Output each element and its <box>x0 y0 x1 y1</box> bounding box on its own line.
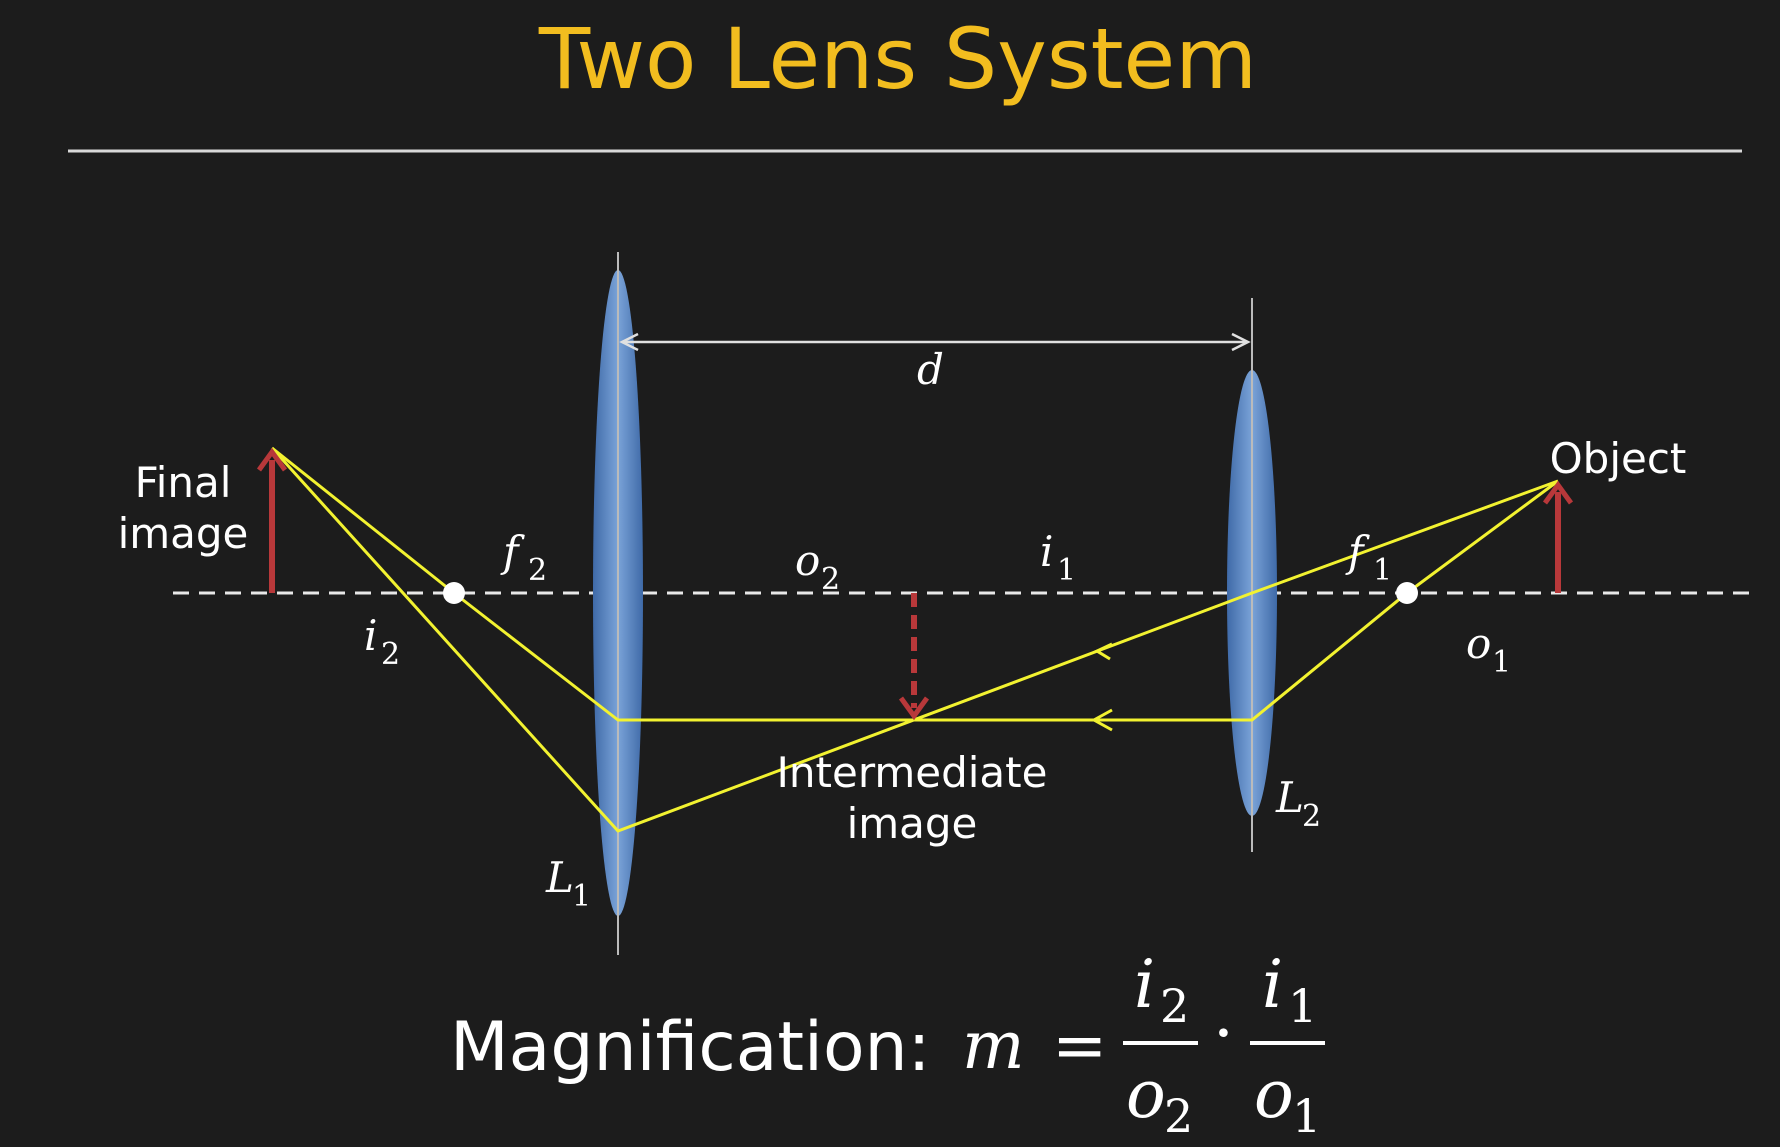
equation-dot: · <box>1213 995 1234 1072</box>
symbol-l2: L 2 <box>1275 773 1321 834</box>
ray-direction-chevron-lower <box>1090 708 1113 732</box>
symbol-f2-base: f <box>500 527 525 576</box>
symbol-o2-base: o <box>795 536 820 585</box>
object-arrow-head <box>1542 480 1574 505</box>
symbol-f2-sub: 2 <box>528 553 547 588</box>
symbol-d: d <box>917 345 944 394</box>
symbol-o2-sub: 2 <box>821 562 840 597</box>
final-image-arrow-head <box>256 447 288 472</box>
ray-direction-chevron-upper <box>1093 642 1113 661</box>
symbol-f1-sub: 1 <box>1373 553 1392 588</box>
equation-lhs: m <box>962 1007 1025 1084</box>
symbol-i1-base: i <box>1040 527 1053 576</box>
symbol-l1-base: L <box>545 853 574 902</box>
fraction1-numerator-sub: 2 <box>1160 979 1189 1033</box>
fraction2-denominator-base: o <box>1254 1056 1294 1133</box>
symbol-l1: L 1 <box>545 853 591 914</box>
magnification-equation: Magnification: m = i 2 o 2 · i 1 o 1 <box>450 946 1325 1143</box>
symbol-f2: f 2 <box>500 527 547 588</box>
symbol-o1: o 1 <box>1466 619 1511 680</box>
light-rays <box>270 446 1559 833</box>
distance-d-marker <box>619 332 1251 352</box>
fraction1-numerator-base: i <box>1134 946 1155 1023</box>
equation-equals: = <box>1052 1007 1107 1084</box>
symbol-i2: i 2 <box>364 611 400 672</box>
symbol-o2: o 2 <box>795 536 840 597</box>
symbol-i1: i 1 <box>1040 527 1076 588</box>
object-arrow <box>1542 480 1574 593</box>
lens-l2 <box>1227 298 1277 852</box>
symbol-i2-sub: 2 <box>381 637 400 672</box>
fraction1-denominator-sub: 2 <box>1164 1089 1193 1143</box>
lens-l1 <box>593 252 643 955</box>
fraction2-numerator-sub: 1 <box>1288 979 1317 1033</box>
intermediate-image-arrow-head <box>898 696 930 721</box>
symbol-o1-sub: 1 <box>1492 645 1511 680</box>
focal-point-f2 <box>443 582 465 604</box>
distance-d-right-arrowhead <box>1231 332 1251 352</box>
symbol-i2-base: i <box>364 611 377 660</box>
fraction2-denominator-sub: 1 <box>1292 1089 1321 1143</box>
symbol-l2-base: L <box>1275 773 1304 822</box>
intermediate-image-arrow <box>898 593 930 721</box>
symbol-l1-sub: 1 <box>572 879 591 914</box>
symbol-f1: f 1 <box>1345 527 1392 588</box>
intermediate-image-label-line1: Intermediate <box>777 748 1048 797</box>
ray-through-l2-center <box>270 446 1559 833</box>
object-label: Object <box>1550 434 1687 483</box>
final-image-label-line1: Final <box>135 458 232 507</box>
distance-d-left-arrowhead <box>619 332 639 352</box>
magnification-label: Magnification: <box>450 1008 931 1087</box>
intermediate-image-label-line2: image <box>847 799 978 848</box>
symbol-o1-base: o <box>1466 619 1491 668</box>
final-image-label-line2: image <box>118 509 249 558</box>
slide-title: Two Lens System <box>538 10 1257 108</box>
focal-point-f1 <box>1396 582 1418 604</box>
symbol-i1-sub: 1 <box>1057 553 1076 588</box>
fraction1-denominator-base: o <box>1126 1056 1166 1133</box>
final-image-arrow <box>256 447 288 593</box>
fraction2-numerator-base: i <box>1262 946 1283 1023</box>
symbol-l2-sub: 2 <box>1302 799 1321 834</box>
fraction-i1-over-o1: i 1 o 1 <box>1250 946 1325 1143</box>
ray-through-f1 <box>271 446 1559 722</box>
fraction-i2-over-o2: i 2 o 2 <box>1123 946 1198 1143</box>
